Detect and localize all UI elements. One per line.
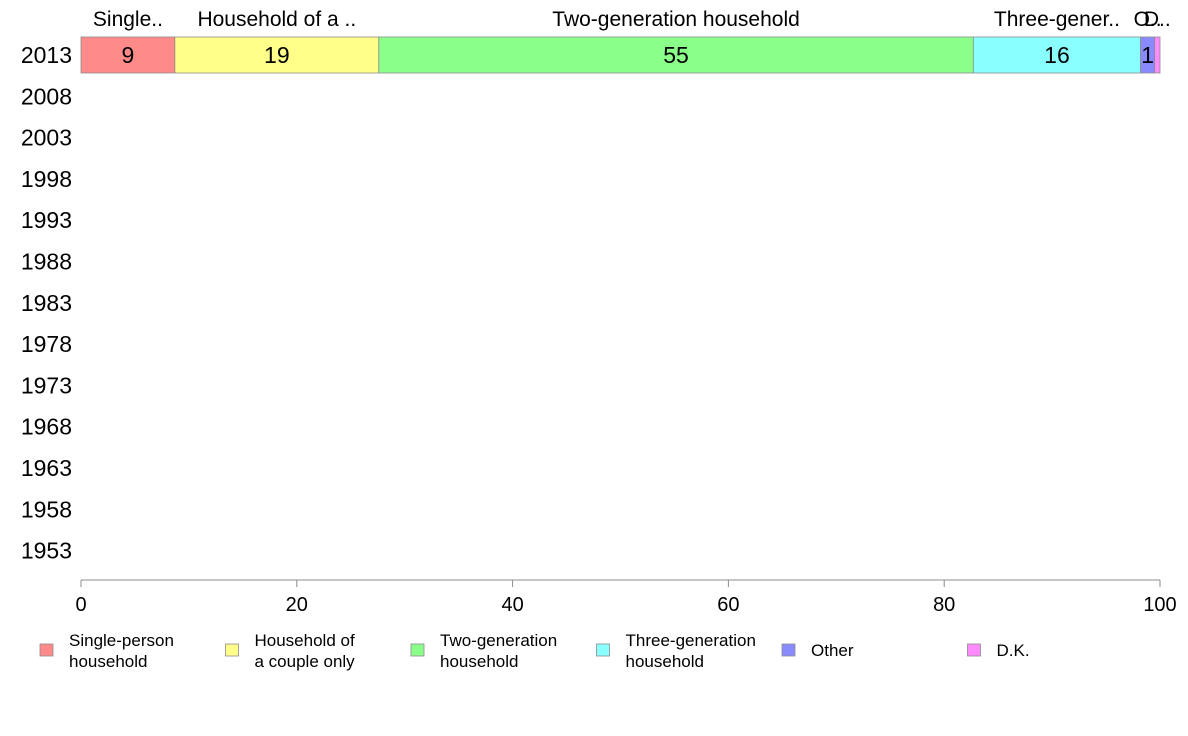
y-tick-label: 1993 [21,207,72,233]
data-label: 1 [1141,42,1154,68]
legend-swatch [967,643,981,657]
x-tick-label: 60 [717,594,739,616]
legend-label: Household of [255,631,355,650]
data-label: 9 [122,42,135,68]
legend-label: Single-person [69,631,174,650]
data-label: 55 [663,42,689,68]
top-series-labels: Single.. Household of a .. Two-generation … [93,8,1171,31]
series-top-label: Household of a .. [197,8,356,31]
x-tick-label: 40 [501,594,523,616]
data-label: 16 [1044,42,1070,68]
x-axis: 0 20 40 60 80 100 [75,579,1177,616]
legend-label: household [440,652,518,671]
legend-label: Two-generation [440,631,557,650]
legend-label: Other [811,641,854,660]
bar-segment [174,36,380,74]
y-tick-label: 1973 [21,372,72,398]
x-tick-label: 80 [933,594,955,616]
y-tick-label: 2003 [21,125,72,151]
y-tick-label: 1988 [21,249,72,275]
legend-swatch [596,643,610,657]
legend-label: household [69,652,147,671]
bar-segment [1154,36,1161,74]
y-axis: 2013 2008 2003 1998 1993 1988 1983 1978 1973 1968… [21,42,72,564]
y-tick-label: 1983 [21,290,72,316]
y-tick-label: 1958 [21,496,72,522]
x-tick-label: 100 [1143,594,1176,616]
series-top-label: O.. [1134,8,1162,31]
series-top-label: Single.. [93,8,163,31]
legend-label: Three-generation [626,631,756,650]
data-label: 19 [264,42,290,68]
y-tick-label: 1968 [21,414,72,440]
legend-swatch [410,643,425,657]
legend-label: household [626,652,704,671]
legend-label: D.K. [997,641,1030,660]
y-tick-label: 1963 [21,455,72,481]
legend-swatch [781,643,796,657]
series-top-label: D.. [1144,8,1171,31]
series-top-label: Three-gener.. [994,8,1120,31]
legend-swatch [225,643,239,657]
legend-swatch [39,643,54,657]
x-tick-label: 0 [75,594,86,616]
y-tick-label: 2008 [21,83,72,109]
y-tick-label: 1978 [21,331,72,357]
legend: Single-person household Household of a coup… [39,631,1030,671]
y-tick-label: 1998 [21,166,72,192]
bars: 9 19 55 16 1 [80,36,1161,74]
x-tick-label: 20 [286,594,308,616]
series-top-label: Two-generation household [552,8,800,31]
legend-label: a couple only [255,652,356,671]
y-tick-label: 2013 [21,42,72,68]
y-tick-label: 1953 [21,538,72,564]
